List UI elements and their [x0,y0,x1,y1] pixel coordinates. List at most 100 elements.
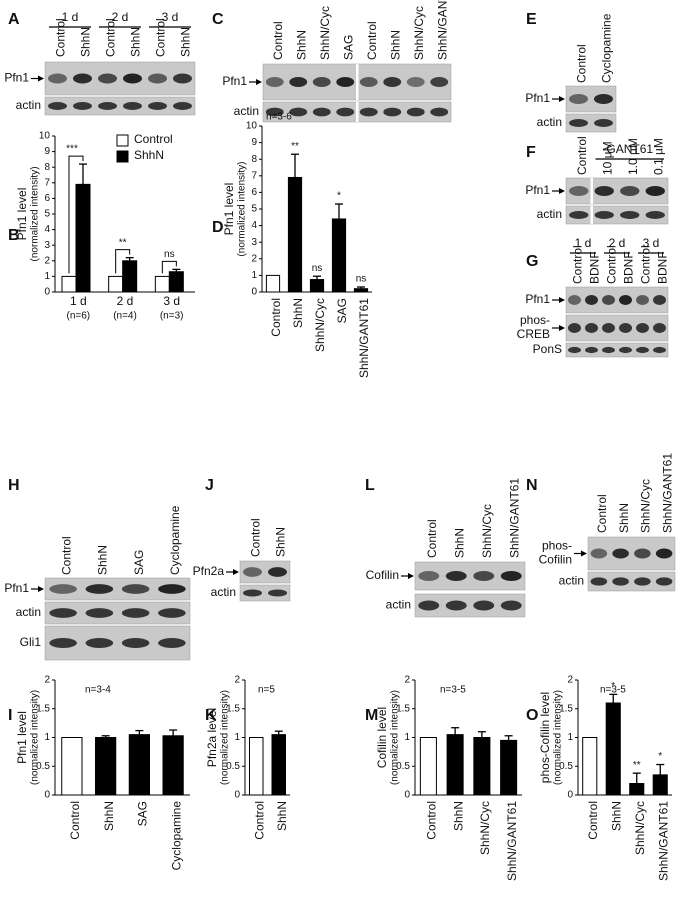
blot-band [265,77,284,87]
row-label: actin [537,207,562,221]
lane-label: Cyclopamine [600,13,614,83]
blot-band [312,107,331,117]
blot-band [636,323,649,333]
significance-label: * [658,751,662,762]
lane-label: Control [59,536,73,575]
blot-strip [44,96,196,116]
panel-label: L [365,477,375,494]
lane-label: ShhN/GANT61 [507,478,521,558]
annotation: n=3-5 [600,685,626,696]
blot-band [336,107,355,117]
annotation: n=5 [258,685,275,696]
blot-band [569,94,588,104]
panel-label: I [8,707,12,724]
blot-band [620,211,640,219]
significance-bracket [68,155,84,274]
group-label: GANT61 [606,142,653,156]
group-label: 2 d [112,10,129,24]
row-label: Pfn1 [525,91,550,105]
blot-band [148,102,167,110]
bar [162,735,184,796]
y-tick-label: 0.5 [559,761,573,772]
blot-band [243,589,262,597]
panel-label: H [8,477,20,494]
row-label-line: phos- [520,313,550,327]
blot-band [123,102,142,110]
row-label: actin [234,104,259,118]
blot-band [406,77,425,87]
bar [61,275,77,293]
y-tick-label: 0 [567,790,573,801]
blot-band [602,295,615,305]
y-tick-label: 2 [251,253,257,264]
lane-label: 0.1 µM [651,138,665,175]
y-tick-label: 4 [251,220,257,231]
y-tick-label: 3 [44,240,50,251]
y-tick-label: 3 [251,237,257,248]
bar [500,739,518,796]
x-tick-label: Control [252,801,266,840]
arrow-head [559,188,565,194]
blot-band [653,346,666,354]
significance-label: ** [119,237,127,248]
blot-strip [239,584,291,602]
lane-label: Control [605,245,619,284]
blot-strip [565,113,617,133]
panel-label: A [8,11,20,28]
panel-label: B [8,227,20,244]
blot-band [620,186,640,196]
lane-label: ShhN/Cyc [318,6,332,60]
blot-band [500,600,522,611]
y-tick-label: 5 [44,209,50,220]
blot-band [289,107,308,117]
panel-label: K [205,707,217,724]
group-label: 1 d [575,236,592,250]
blot-band [406,107,425,117]
blot-band [634,548,651,559]
x-tick-label: SAG [136,801,150,826]
blot-band [473,600,495,611]
y-tick-label: 2 [567,675,573,686]
y-tick-label: 6 [44,193,50,204]
group-label: 1 d [62,10,79,24]
y-tick-label: 0.5 [226,761,240,772]
lane-label: ShhN [274,527,288,557]
blot-band [158,608,186,618]
row-label: actin [16,605,41,619]
blot-band [590,548,608,559]
lane-label: Control [425,519,439,558]
y-tick-label: 1.5 [559,703,573,714]
row-label: Pfn1 [4,581,29,595]
lane-label: 10 µM [600,141,614,175]
blot-band [636,295,649,305]
bar [353,288,369,293]
lane-label: ShhN [294,30,308,60]
y-axis-label: Pfn1 level [222,183,236,236]
blot-divider [590,206,593,224]
panel-label: C [212,11,224,28]
y-tick-label: 0 [234,790,240,801]
blot-strip [44,601,191,625]
significance-label: ns [356,274,367,285]
blot-band [123,73,142,84]
bar [287,176,303,293]
y-tick-label: 1 [44,271,50,282]
blot-strip [44,577,191,601]
bar [95,737,117,796]
x-tick-label: Cyclopamine [169,801,183,871]
bar [446,734,464,796]
y-tick-label: 10 [246,121,258,132]
row-label: actin [537,115,562,129]
x-tick-label: ShhN/GANT61 [656,801,670,881]
y-tick-label: 2 [234,675,240,686]
y-tick-label: 2 [44,255,50,266]
blot-band [594,119,613,127]
panel-label: F [526,144,536,161]
panel-label: M [365,707,378,724]
y-tick-label: 9 [251,137,257,148]
blot-band [98,73,117,84]
bar [582,737,598,796]
lane-label: ShhN/Cyc [639,479,653,533]
y-axis-sublabel: (normalized intensity) [220,690,231,785]
y-axis-label: Cofilin level [375,707,389,768]
